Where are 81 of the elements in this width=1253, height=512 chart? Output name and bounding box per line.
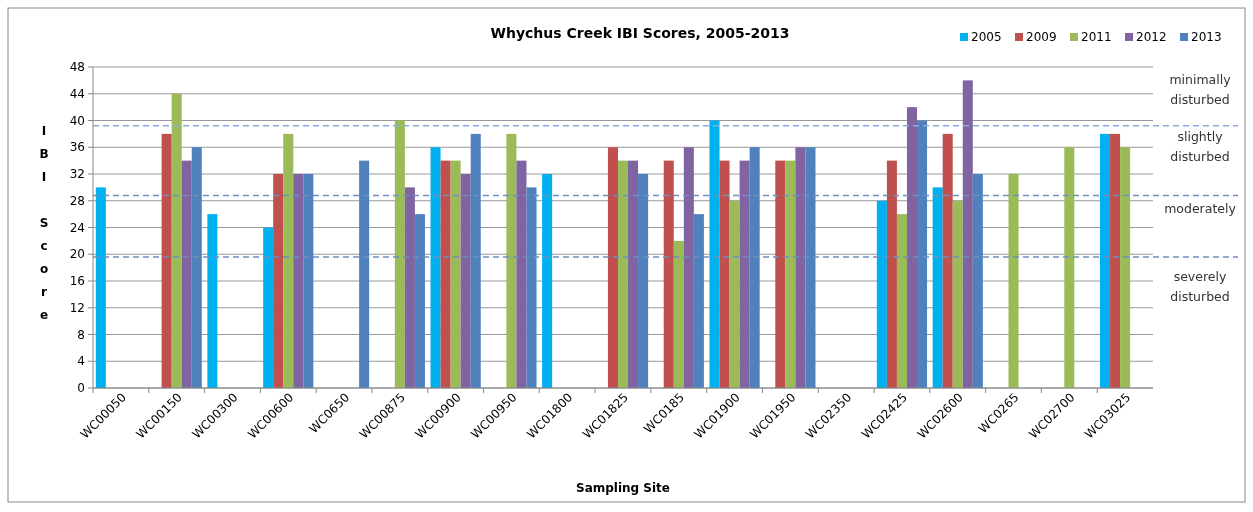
bar bbox=[283, 133, 294, 388]
bar bbox=[805, 147, 816, 388]
bar bbox=[673, 240, 684, 388]
bar bbox=[952, 200, 963, 388]
text: slightly disturbed bbox=[1170, 129, 1230, 164]
y-tick-label: 28 bbox=[69, 193, 85, 208]
bar bbox=[414, 214, 425, 388]
y-tick-label: 44 bbox=[69, 86, 85, 101]
bar bbox=[683, 147, 694, 388]
bar bbox=[450, 160, 461, 388]
bar bbox=[207, 214, 218, 388]
bar bbox=[95, 187, 106, 388]
bar bbox=[932, 187, 943, 388]
bar bbox=[886, 160, 897, 388]
bar bbox=[506, 133, 517, 388]
y-tick-label: 24 bbox=[69, 220, 85, 235]
bar bbox=[917, 120, 928, 388]
bar bbox=[1064, 147, 1075, 388]
y-tick-label: 16 bbox=[69, 274, 85, 289]
bar bbox=[430, 147, 441, 388]
bar bbox=[293, 174, 304, 388]
bar bbox=[191, 147, 202, 388]
text: moderately bbox=[1164, 201, 1237, 216]
y-tick-label: 36 bbox=[69, 140, 85, 155]
y-tick-label: 20 bbox=[69, 247, 85, 262]
bar bbox=[404, 187, 415, 388]
bar bbox=[693, 214, 704, 388]
bar bbox=[663, 160, 674, 388]
bar bbox=[972, 174, 983, 388]
y-tick-label: 48 bbox=[69, 60, 85, 75]
y-tick-label: 32 bbox=[69, 167, 85, 182]
bar bbox=[942, 133, 953, 388]
bar bbox=[171, 93, 182, 388]
bar bbox=[607, 147, 618, 388]
legend-label: 2005 bbox=[971, 30, 1002, 45]
text: severely disturbed bbox=[1170, 269, 1230, 304]
legend-label: 2011 bbox=[1081, 30, 1112, 45]
bar bbox=[394, 120, 405, 388]
bar bbox=[739, 160, 750, 388]
bar bbox=[876, 200, 887, 388]
bar bbox=[638, 174, 649, 388]
bar bbox=[729, 200, 740, 388]
bar bbox=[161, 133, 172, 388]
bar bbox=[795, 147, 806, 388]
y-tick-label: 40 bbox=[69, 113, 85, 128]
bar bbox=[1120, 147, 1131, 388]
chart-title: Whychus Creek IBI Scores, 2005-2013 bbox=[490, 25, 790, 41]
x-axis-title: Sampling Site bbox=[575, 481, 671, 495]
bar bbox=[181, 160, 192, 388]
bar bbox=[1008, 174, 1019, 388]
bar bbox=[785, 160, 796, 388]
y-axis-title: IBI Score bbox=[37, 124, 51, 331]
bar bbox=[526, 187, 537, 388]
bar bbox=[1100, 133, 1111, 388]
legend-label: 2012 bbox=[1136, 30, 1167, 45]
bar bbox=[1110, 133, 1121, 388]
bar bbox=[359, 160, 370, 388]
bar bbox=[749, 147, 760, 388]
text: minimally disturbed bbox=[1169, 72, 1232, 107]
y-tick-label: 0 bbox=[77, 381, 85, 396]
bar bbox=[719, 160, 730, 388]
bar bbox=[273, 174, 284, 388]
bar bbox=[775, 160, 786, 388]
bar bbox=[906, 107, 918, 388]
bar bbox=[896, 214, 907, 388]
y-tick-label: 4 bbox=[77, 354, 85, 369]
legend-label: 2013 bbox=[1191, 30, 1222, 45]
bar bbox=[516, 160, 527, 388]
bar bbox=[962, 80, 973, 388]
bar bbox=[303, 174, 314, 388]
bar bbox=[440, 160, 451, 388]
legend-label: 2009 bbox=[1026, 30, 1057, 45]
bar bbox=[470, 133, 481, 388]
bar bbox=[617, 160, 629, 388]
bar bbox=[709, 120, 720, 388]
bar bbox=[460, 174, 471, 388]
bar bbox=[628, 160, 639, 388]
bar bbox=[542, 174, 553, 388]
bar bbox=[263, 227, 274, 388]
y-tick-label: 8 bbox=[77, 327, 85, 342]
y-tick-label: 12 bbox=[69, 300, 85, 315]
